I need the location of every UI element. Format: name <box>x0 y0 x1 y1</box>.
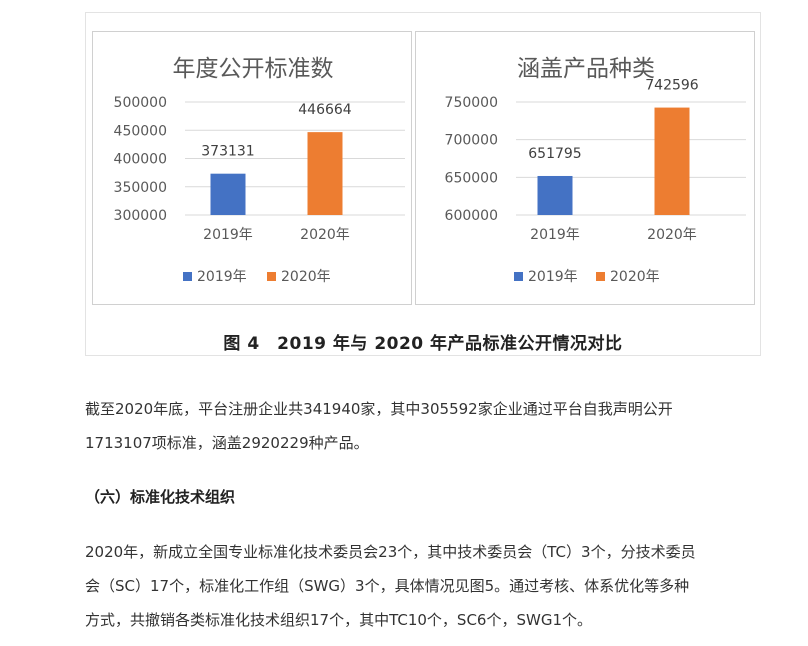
legend-label: 2020年 <box>281 269 331 285</box>
y-tick-label: 350000 <box>114 180 167 196</box>
y-tick-label: 650000 <box>445 170 498 186</box>
bar-2020年 <box>307 132 343 215</box>
x-tick-label: 2020年 <box>300 227 350 243</box>
figure-container: 年度公开标准数 300000 350000 400000 450000 500000 373… <box>85 12 761 356</box>
section-heading: （六）标准化技术组织 <box>85 488 236 506</box>
chart-panel-annual-standards: 年度公开标准数 300000 350000 400000 450000 500000 373… <box>92 31 412 305</box>
y-tick-label: 500000 <box>114 95 167 111</box>
y-tick-label: 450000 <box>114 123 167 139</box>
legend-swatch <box>596 272 605 281</box>
legend-label: 2020年 <box>610 269 660 285</box>
figure-caption: 图 4 2019 年与 2020 年产品标准公开情况对比 <box>223 334 623 354</box>
chart-title: 年度公开标准数 <box>173 56 334 82</box>
bar-2020年 <box>654 107 690 215</box>
bar-2019年 <box>537 175 573 215</box>
chart-title: 涵盖产品种类 <box>517 56 655 82</box>
data-label: 446664 <box>298 102 352 118</box>
bar-chart-svg: 涵盖产品种类 600000 650000 700000 750000 651795 2019… <box>445 56 746 285</box>
paragraph-registration-summary: 截至2020年底，平台注册企业共341940家，其中305592家企业通过平台自… <box>85 392 765 460</box>
text-line: 会（SC）17个，标准化工作组（SWG）3个，具体情况见图5。通过考核、体系优化… <box>85 577 690 595</box>
paragraph-technical-committees: 2020年，新成立全国专业标准化技术委员会23个，其中技术委员会（TC）3个，分… <box>85 535 765 637</box>
bar-2019年 <box>210 173 246 215</box>
y-tick-label: 600000 <box>445 208 498 224</box>
data-label: 742596 <box>645 78 699 94</box>
legend-swatch <box>514 272 523 281</box>
text-line: 方式，共撤销各类标准化技术组织17个，其中TC10个，SC6个，SWG1个。 <box>85 611 592 629</box>
y-tick-label: 300000 <box>114 208 167 224</box>
legend-label: 2019年 <box>197 269 247 285</box>
text-line: 截至2020年底，平台注册企业共341940家，其中305592家企业通过平台自… <box>85 400 673 418</box>
legend-swatch <box>183 272 192 281</box>
x-tick-label: 2020年 <box>647 227 697 243</box>
legend-label: 2019年 <box>528 269 578 285</box>
text-line: 2020年，新成立全国专业标准化技术委员会23个，其中技术委员会（TC）3个，分… <box>85 543 696 561</box>
text-line: 1713107项标准，涵盖2920229种产品。 <box>85 434 369 452</box>
y-tick-label: 700000 <box>445 133 498 149</box>
x-tick-label: 2019年 <box>203 227 253 243</box>
x-tick-label: 2019年 <box>530 227 580 243</box>
y-tick-label: 400000 <box>114 152 167 168</box>
legend-swatch <box>267 272 276 281</box>
data-label: 373131 <box>201 144 254 160</box>
y-tick-label: 750000 <box>445 95 498 111</box>
data-label: 651795 <box>528 146 581 162</box>
bar-chart-svg: 年度公开标准数 300000 350000 400000 450000 500000 373… <box>114 56 405 285</box>
chart-panel-product-types: 涵盖产品种类 600000 650000 700000 750000 651795 2019… <box>415 31 755 305</box>
